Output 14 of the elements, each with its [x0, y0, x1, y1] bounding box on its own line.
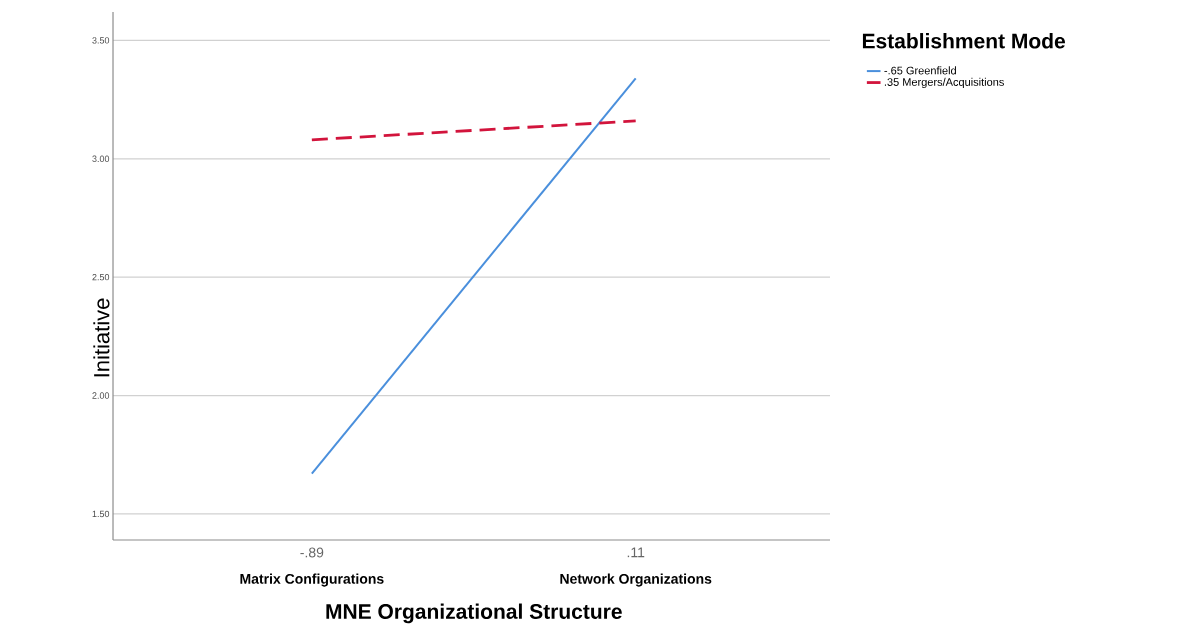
text: Matrix Configurations [240, 573, 384, 587]
y-tick-label: 2.00 [92, 392, 110, 399]
x-axis-title: MNE Organizational Structure [326, 603, 622, 624]
y-tick-label: 3.50 [92, 37, 110, 44]
x-tick-label: .11 [627, 547, 645, 558]
legend-title: Establishment Mode [862, 33, 1065, 49]
x-tick-label: -.89 [300, 547, 324, 558]
y-tick-label: 1.50 [92, 510, 110, 518]
text: Network Organizations [560, 573, 712, 587]
legend-label: -.65 Greenfield [884, 66, 956, 75]
legend-label: .35 Mergers/Acquisitions [884, 77, 1004, 89]
y-tick-label: 3.00 [92, 155, 110, 162]
y-tick-label: 2.50 [92, 273, 110, 281]
y-axis-title: Initiative [93, 298, 110, 377]
